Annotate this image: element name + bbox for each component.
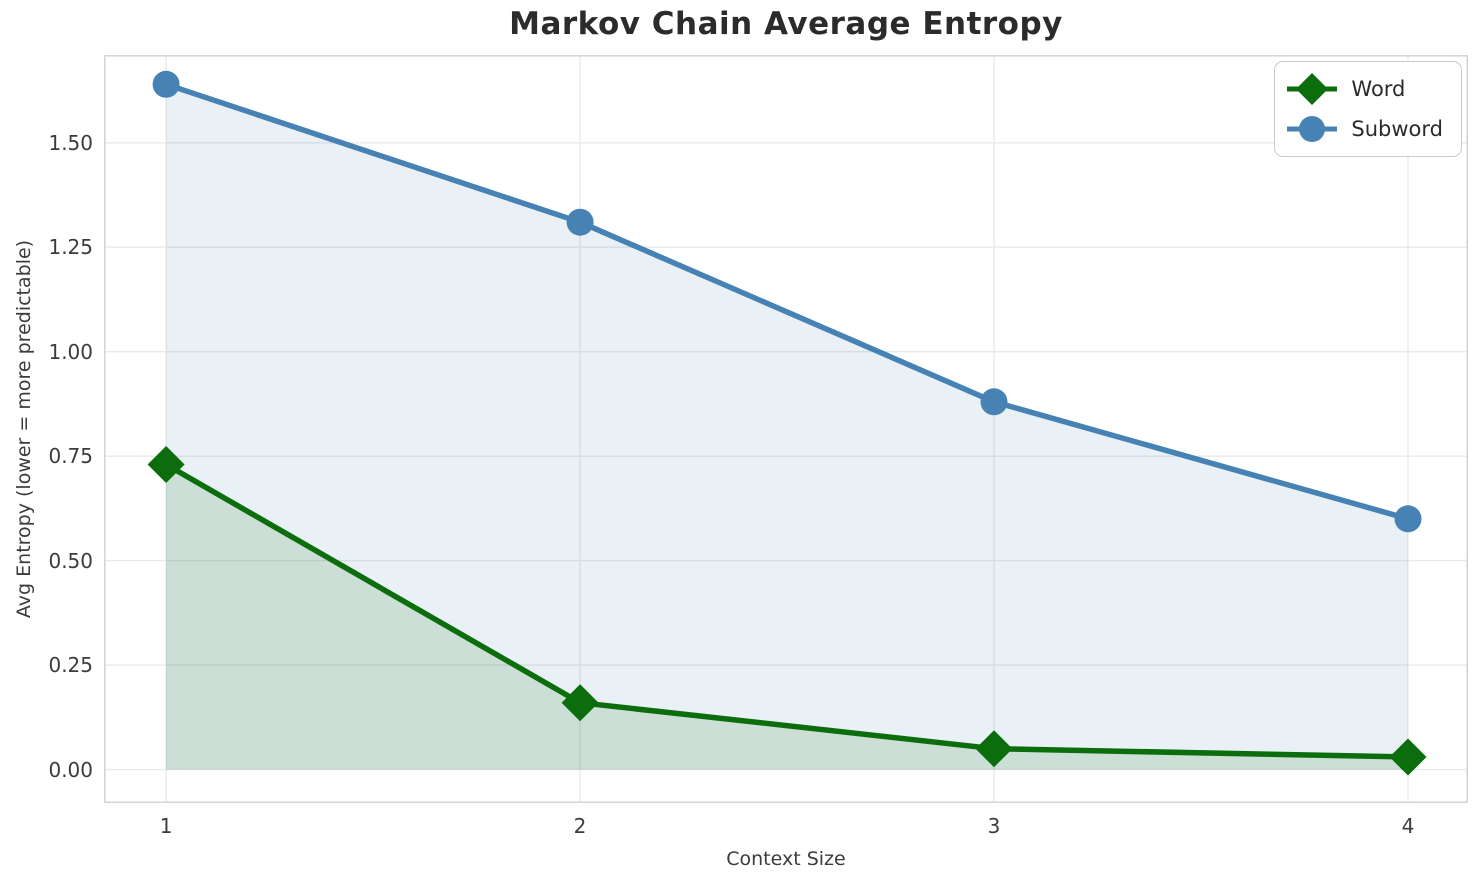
y-tick-label: 0.00 <box>48 757 93 782</box>
x-tick-label: 1 <box>159 814 173 838</box>
legend-label-subword: Subword <box>1351 117 1443 141</box>
legend: Word Subword <box>1274 61 1462 157</box>
marker-word <box>1389 738 1427 776</box>
y-tick-label: 1.25 <box>48 235 93 260</box>
marker-subword <box>152 70 180 98</box>
plot-frame <box>104 55 1468 803</box>
subword-circle-marker-icon <box>1287 116 1338 142</box>
legend-item-word: Word <box>1285 71 1443 107</box>
y-tick-label: 0.25 <box>48 653 93 678</box>
marker-subword <box>566 208 594 236</box>
y-tick-label: 0.50 <box>48 548 93 573</box>
y-tick-label: 0.75 <box>48 444 93 469</box>
y-tick-label: 1.00 <box>48 339 93 364</box>
marker-word <box>147 446 185 483</box>
word-diamond-marker-icon <box>1287 73 1338 105</box>
plot-canvas <box>104 55 1468 803</box>
chart-title: Markov Chain Average Entropy <box>509 6 1063 42</box>
legend-item-subword: Subword <box>1285 111 1443 147</box>
area-fill-word <box>166 464 1409 770</box>
x-axis-label: Context Size <box>726 848 846 870</box>
marker-word <box>561 684 599 722</box>
x-tick-label: 3 <box>987 814 1001 838</box>
series-line-subword <box>163 81 1411 522</box>
y-tick-label: 1.50 <box>48 130 93 155</box>
legend-label-word: Word <box>1351 77 1406 101</box>
area-fill-subword <box>166 84 1409 770</box>
x-tick-label: 2 <box>573 814 587 838</box>
marker-word <box>975 730 1013 768</box>
x-tick-label: 4 <box>1401 814 1415 838</box>
plot-area <box>104 55 1468 803</box>
marker-subword <box>980 388 1008 416</box>
marker-subword <box>1394 505 1422 533</box>
series-line-word <box>163 461 1411 760</box>
y-axis-label: Avg Entropy (lower = more predictable) <box>13 239 35 619</box>
